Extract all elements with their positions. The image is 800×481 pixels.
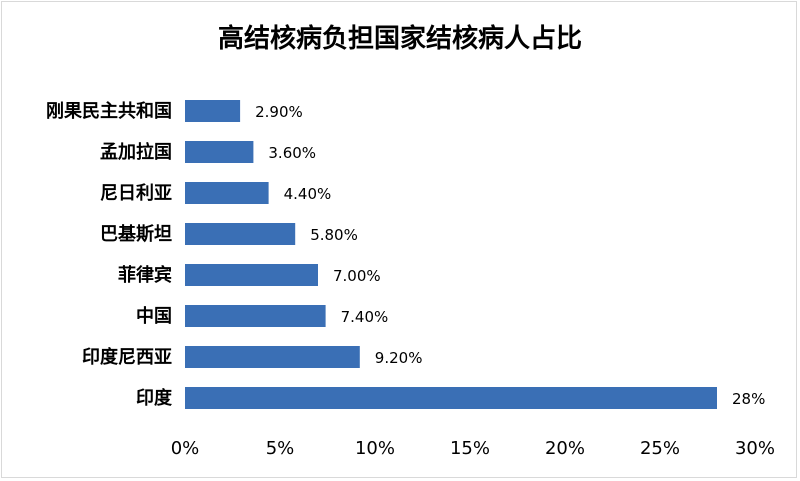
x-tick-label: 10% [355,438,395,459]
data-label: 7.40% [341,308,389,326]
data-label: 4.40% [284,185,332,203]
data-label: 28% [732,390,765,408]
category-label: 菲律宾 [118,264,172,286]
x-tick-label: 20% [545,438,585,459]
labels-group: 刚果民主共和国 2.90% 孟加拉国 3.60% 尼日利亚 4.40% 巴基斯坦 5.80% 菲… [46,100,765,409]
x-axis-ticks: 0% 5% 10% 15% 20% 25% 30% [171,438,775,459]
bar [185,223,296,245]
data-label: 7.00% [333,267,381,285]
bar [185,182,269,204]
category-label: 中国 [136,305,172,327]
bar [185,100,241,122]
category-label: 尼日利亚 [100,182,172,204]
data-label: 5.80% [310,226,358,244]
bar [185,141,254,163]
x-tick-label: 0% [171,438,200,459]
category-label: 孟加拉国 [100,141,172,163]
x-tick-label: 25% [640,438,680,459]
x-tick-label: 15% [450,438,490,459]
category-label: 刚果民主共和国 [46,100,172,122]
category-label: 印度尼西亚 [82,346,172,368]
data-label: 2.90% [255,103,303,121]
data-label: 9.20% [375,349,423,367]
category-label: 巴基斯坦 [100,223,172,245]
bars-group [185,100,717,409]
x-tick-label: 30% [735,438,775,459]
chart-title: 高结核病负担国家结核病人占比 [218,23,582,54]
category-label: 印度 [136,387,173,409]
x-tick-label: 5% [266,438,295,459]
bar [185,346,360,368]
bar [185,387,717,409]
data-label: 3.60% [268,144,316,162]
bar [185,305,326,327]
bar [185,264,318,286]
